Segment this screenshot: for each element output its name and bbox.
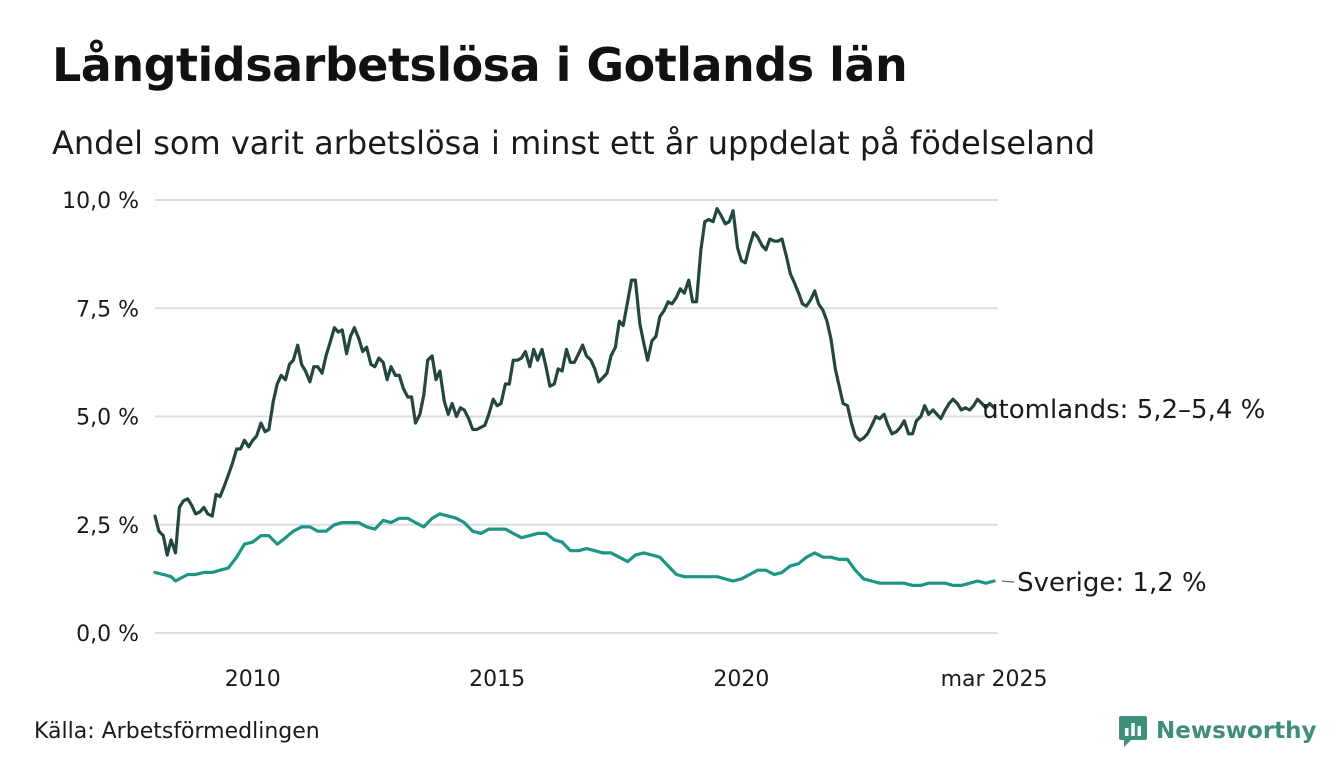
source-note: Källa: Arbetsförmedlingen bbox=[34, 719, 320, 744]
gridlines bbox=[155, 199, 998, 634]
chart-subtitle: Andel som varit arbetslösa i minst ett å… bbox=[52, 124, 1096, 162]
y-tick-label: 5,0 % bbox=[76, 406, 139, 431]
y-tick-label: 10,0 % bbox=[62, 189, 139, 214]
series-lines bbox=[153, 207, 996, 587]
x-axis-ticks: 2010 2015 2020 mar 2025 bbox=[225, 667, 1048, 692]
y-axis-ticks: 0,0 % 2,5 % 5,0 % 7,5 % 10,0 % bbox=[62, 189, 139, 647]
chart-title: Långtidsarbetslösa i Gotlands län bbox=[52, 38, 908, 92]
series-labels: utomlands: 5,2–5,4 % Sverige: 1,2 % bbox=[982, 395, 1265, 598]
newsworthy-logo-icon bbox=[1119, 716, 1147, 747]
y-tick-label: 7,5 % bbox=[76, 297, 139, 322]
series-label-sverige: Sverige: 1,2 % bbox=[1017, 568, 1207, 598]
newsworthy-logo[interactable]: Newsworthy bbox=[1118, 714, 1317, 748]
y-tick-label: 2,5 % bbox=[76, 514, 139, 539]
brand-name: Newsworthy bbox=[1156, 718, 1317, 744]
x-tick-label: mar 2025 bbox=[941, 667, 1048, 692]
x-tick-label: 2015 bbox=[469, 667, 525, 692]
series-line-sverige bbox=[153, 512, 996, 587]
label-connector bbox=[1002, 580, 1015, 583]
x-tick-label: 2010 bbox=[225, 667, 281, 692]
series-line-utomlands bbox=[153, 207, 996, 557]
x-tick-label: 2020 bbox=[713, 667, 769, 692]
y-tick-label: 0,0 % bbox=[76, 622, 139, 647]
series-label-utomlands: utomlands: 5,2–5,4 % bbox=[982, 395, 1265, 425]
